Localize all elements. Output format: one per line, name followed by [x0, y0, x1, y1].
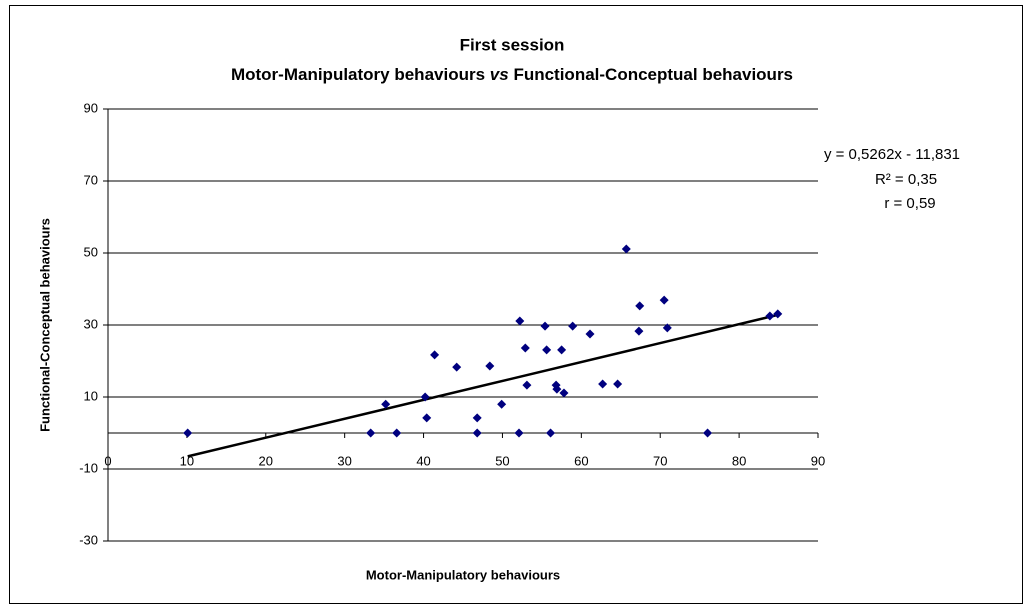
point	[662, 323, 672, 333]
x-tick-label: 10	[180, 453, 194, 468]
x-tick-label: 20	[259, 453, 273, 468]
point	[546, 428, 556, 438]
x-tick-label: 40	[416, 453, 430, 468]
x-tick-label: 0	[104, 453, 111, 468]
point	[542, 345, 552, 355]
point	[183, 428, 193, 438]
subtitle-part: Motor-Manipulatory behaviours	[231, 65, 485, 84]
point	[621, 244, 631, 254]
point	[598, 379, 608, 389]
point	[522, 380, 532, 390]
point	[520, 343, 530, 353]
point	[430, 350, 440, 360]
y-tick-label: -10	[79, 460, 98, 475]
y-tick-label: 10	[84, 388, 98, 403]
point	[585, 329, 595, 339]
point	[514, 428, 524, 438]
x-tick-label: 30	[337, 453, 351, 468]
point	[472, 413, 482, 423]
subtitle-part: Functional-Conceptual behaviours	[513, 65, 793, 84]
point	[703, 428, 713, 438]
y-tick-label: -30	[79, 532, 98, 547]
point	[557, 345, 567, 355]
point	[420, 392, 430, 402]
point	[540, 321, 550, 331]
point	[613, 379, 623, 389]
y-tick-label: 30	[84, 316, 98, 331]
annotation: R² = 0,35	[875, 171, 937, 188]
x-tick-label: 90	[811, 453, 825, 468]
y-tick-label: 70	[84, 172, 98, 187]
chart-title: First session	[460, 35, 565, 54]
point	[452, 362, 462, 372]
point	[366, 428, 376, 438]
y-tick-label: 90	[84, 100, 98, 115]
y-tick-label: 50	[84, 244, 98, 259]
x-tick-label: 50	[495, 453, 509, 468]
x-axis-label: Motor-Manipulatory behaviours	[366, 567, 560, 582]
point	[422, 413, 432, 423]
point	[765, 311, 775, 321]
y-axis-label: Functional-Conceptual behaviours	[37, 218, 52, 432]
point	[497, 399, 507, 409]
x-tick-label: 60	[574, 453, 588, 468]
point	[659, 295, 669, 305]
point	[773, 309, 783, 319]
point	[392, 428, 402, 438]
chart-frame	[9, 5, 1023, 604]
trendline	[187, 313, 779, 458]
x-tick-label: 70	[653, 453, 667, 468]
point	[634, 326, 644, 336]
point	[568, 321, 578, 331]
annotation: y = 0,5262x - 11,831	[824, 146, 960, 163]
chart-subtitle: Motor-Manipulatory behaviours vs Functio…	[231, 65, 793, 84]
annotation: r = 0,59	[884, 195, 935, 212]
point	[552, 384, 562, 394]
x-tick-label: 80	[732, 453, 746, 468]
subtitle-part: vs	[490, 65, 509, 84]
point	[472, 428, 482, 438]
point	[381, 399, 391, 409]
point	[559, 388, 569, 398]
point	[515, 316, 525, 326]
point	[635, 301, 645, 311]
point	[485, 361, 495, 371]
